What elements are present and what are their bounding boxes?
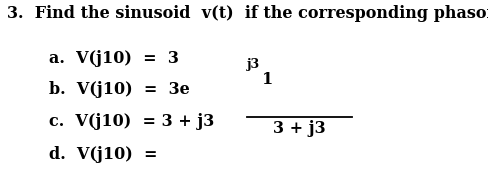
Text: b.  V(j10)  =  3e: b. V(j10) = 3e — [49, 81, 189, 98]
Text: 1: 1 — [262, 71, 273, 88]
Text: 3.  Find the sinusoid  v(t)  if the corresponding phasor is: 3. Find the sinusoid v(t) if the corresp… — [7, 5, 488, 22]
Text: d.  V(j10)  =: d. V(j10) = — [49, 146, 157, 163]
Text: c.  V(j10)  = 3 + j3: c. V(j10) = 3 + j3 — [49, 113, 214, 130]
Text: a.  V(j10)  =  3: a. V(j10) = 3 — [49, 50, 179, 67]
Text: 3 + j3: 3 + j3 — [273, 120, 325, 137]
Text: j3: j3 — [246, 58, 260, 71]
